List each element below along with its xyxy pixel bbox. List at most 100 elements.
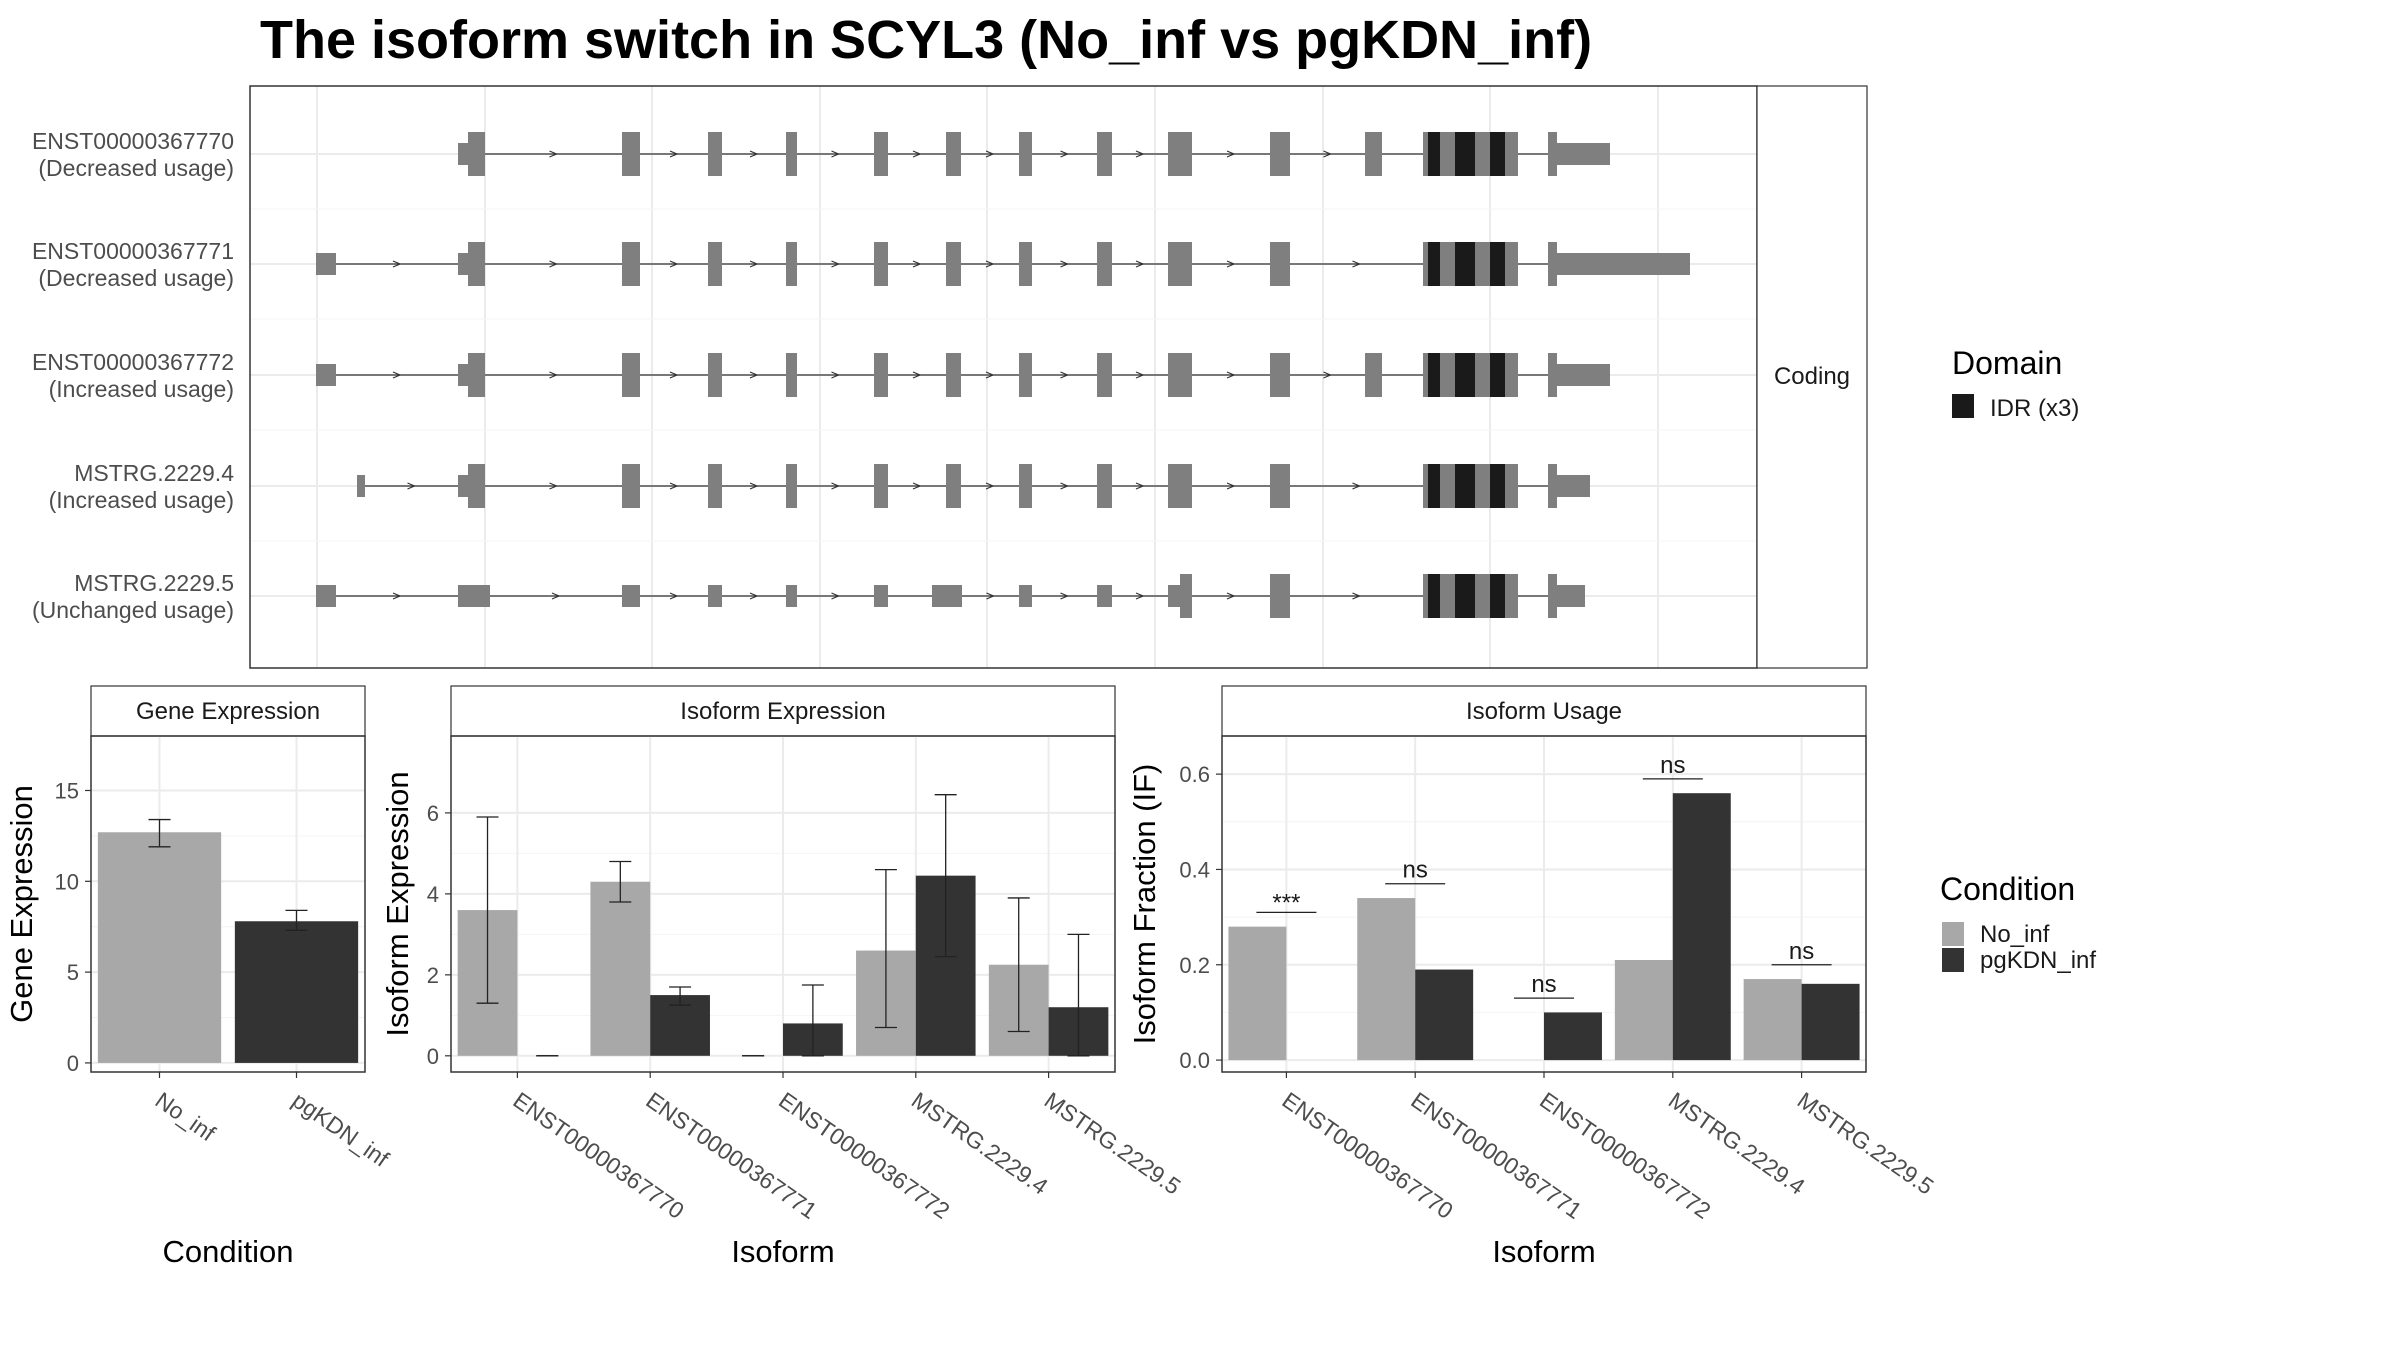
strand-arrow [912,482,922,490]
condition-legend-title: Condition [1940,871,2075,907]
exon [468,464,485,508]
y-tick-label: 0 [67,1051,79,1076]
bar-No_inf [1614,960,1673,1061]
idr-domain [1455,464,1475,508]
strand-arrow [1060,482,1070,490]
exon [932,585,962,607]
exon [1097,464,1112,508]
strand-arrow [1226,482,1236,490]
transcript-usage-label: (Increased usage) [49,376,234,402]
exon [1548,132,1557,176]
exon [622,464,640,508]
strand-arrow [1226,371,1236,379]
strand-arrow [407,482,417,490]
significance-label: ns [1403,857,1428,884]
transcript-usage-label: (Increased usage) [49,487,234,513]
exon [946,242,961,286]
y-tick-label: 0 [427,1044,439,1069]
x-tick-label: MSTRG.2229.4 [907,1087,1053,1200]
strand-arrow [1060,592,1070,600]
idr-domain [1455,242,1475,286]
strand-arrow [1135,260,1145,268]
strand-arrow [1323,371,1333,379]
exon [946,353,961,397]
x-axis-title: Isoform [1492,1234,1595,1269]
condition-legend-key-pgkdn-inf [1942,948,1964,972]
exon [1270,242,1290,286]
bar-pgKDN_inf [1415,969,1474,1061]
idr-domain [1490,132,1505,176]
facet-strip [90,685,366,737]
strand-arrow [669,482,679,490]
exon [874,132,888,176]
facet-strip [1221,685,1867,737]
x-tick-label: MSTRG.2229.5 [1040,1087,1186,1200]
exon [708,242,722,286]
exon [622,353,640,397]
strand-arrow [549,150,559,158]
bar-No_inf [97,832,222,1063]
y-tick-label: 4 [427,882,439,907]
condition-legend-label-pgkdn-inf: pgKDN_inf [1980,947,2096,974]
exon [1168,353,1192,397]
exon [1168,242,1192,286]
strand-arrow [831,150,841,158]
strand-arrow [392,371,402,379]
exon [316,364,336,386]
strand-arrow [1060,260,1070,268]
transcript-name-label: ENST00000367771 [32,238,234,264]
exon [458,253,468,275]
bar-No_inf [1228,926,1287,1061]
strand-arrow [1323,150,1333,158]
strand-arrow [985,150,995,158]
bar-pgKDN_inf [1672,793,1731,1061]
strand-arrow [1060,150,1070,158]
strand-arrow [551,592,561,600]
transcript-structure-panel: ENST00000367770(Decreased usage)ENST0000… [32,85,1758,669]
exon [622,585,640,607]
exon [946,132,961,176]
idr-domain [1490,242,1505,286]
exon [874,585,888,607]
y-tick-label: 0.6 [1179,762,1210,787]
exon [708,585,722,607]
strand-arrow [1352,592,1362,600]
bar-pgKDN_inf [234,921,359,1063]
strand-arrow [669,371,679,379]
exon [1097,353,1112,397]
facet-strip-label: Isoform Expression [680,698,885,725]
exon [874,464,888,508]
y-tick-label: 6 [427,801,439,826]
transcript-usage-label: (Decreased usage) [38,155,234,181]
condition-legend-key-no-inf [1942,922,1964,946]
exon [1097,132,1112,176]
significance-label: ns [1789,938,1814,965]
y-tick-label: 15 [55,778,79,803]
exon [786,353,797,397]
x-tick-label: pgKDN_inf [288,1087,395,1172]
transcript-name-label: MSTRG.2229.4 [74,460,234,486]
strand-arrow [912,150,922,158]
domain-legend-title: Domain [1952,345,2062,381]
idr-domain [1428,574,1440,618]
idr-domain [1428,242,1440,286]
strand-arrow [1226,260,1236,268]
strand-arrow [549,260,559,268]
idr-domain [1490,353,1505,397]
exon [1557,585,1585,607]
strand-arrow [669,150,679,158]
strand-arrow [749,260,759,268]
y-tick-label: 0.4 [1179,857,1210,882]
strand-arrow [669,592,679,600]
strand-arrow [549,371,559,379]
x-tick-label: No_inf [151,1087,221,1147]
exon [874,353,888,397]
idr-domain [1428,353,1440,397]
exon [458,143,468,165]
transcript-name-label: ENST00000367772 [32,349,234,375]
strand-arrow [1226,592,1236,600]
bar-No_inf [590,881,651,1056]
y-axis-title: Isoform Expression [380,771,415,1036]
exon [316,585,336,607]
isoform-usage-panel: Isoform Usage0.00.20.40.6***nsnsnsnsENST… [1127,685,1939,1269]
